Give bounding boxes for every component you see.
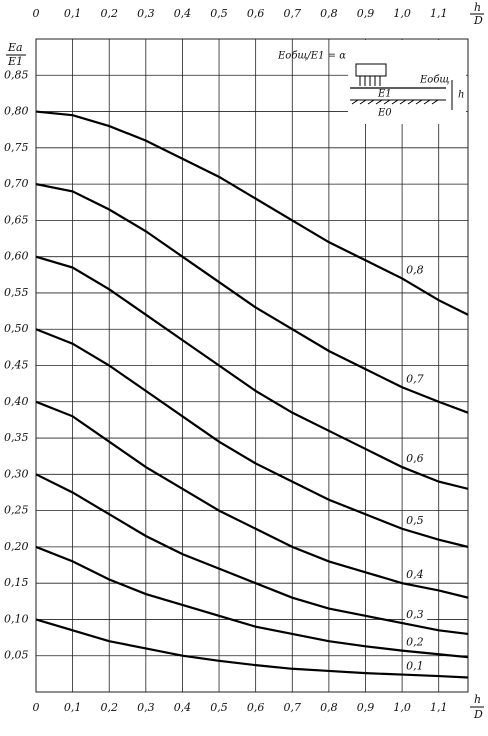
curve-label: 0,4 xyxy=(406,568,424,581)
y-tick-label: 0,35 xyxy=(4,431,29,444)
x-tick-label: 0,4 xyxy=(174,701,192,714)
curve-label: 0,2 xyxy=(406,636,424,649)
curve-label-bg xyxy=(405,635,428,649)
y-tick-label: 0,80 xyxy=(4,105,29,118)
x-label-bottom-num: h xyxy=(474,693,481,706)
x-tick-label: 0,2 xyxy=(100,701,118,714)
inset-h: h xyxy=(458,90,464,101)
curve-label: 0,1 xyxy=(406,660,424,673)
curve-label: 0,5 xyxy=(406,514,424,527)
labels: 0 0 0,1 0,1 0,2 0,2 0,3 0,3 0,4 0,4 0,5 0,5 0,6 0,6 0,… xyxy=(4,7,447,714)
curve xyxy=(36,618,468,679)
legend-formula: Eобщ/E1 = α xyxy=(277,51,346,62)
y-tick-label: 0,30 xyxy=(4,467,29,480)
curve-label: 0,8 xyxy=(406,263,424,276)
y-tick-label: 0,65 xyxy=(4,213,29,226)
x-tick-label: 1,0 xyxy=(393,701,411,714)
y-tick-label: 0,75 xyxy=(4,141,29,154)
y-tick-label: 0,45 xyxy=(4,359,29,372)
x-tick-label-top: 0,8 xyxy=(320,7,338,20)
x-tick-label-top: 0 xyxy=(33,7,40,20)
curve xyxy=(36,183,468,414)
inset-e1: E1 xyxy=(377,89,392,100)
y-tick-label: 0,70 xyxy=(4,177,29,190)
x-tick-label: 0,6 xyxy=(247,701,265,714)
x-tick-label-top: 0,9 xyxy=(357,7,375,20)
x-tick-label-top: 0,6 xyxy=(247,7,265,20)
x-tick-label: 0 xyxy=(33,701,40,714)
curve xyxy=(36,473,468,636)
x-tick-label-top: 1,0 xyxy=(393,7,411,20)
x-tick-label: 0,5 xyxy=(210,701,228,714)
load-arrows xyxy=(359,76,381,86)
hatch xyxy=(351,99,439,105)
curve-label: 0,7 xyxy=(406,372,424,385)
curve-label: 0,3 xyxy=(406,608,424,621)
grid xyxy=(35,38,469,693)
x-tick-label-top: 0,2 xyxy=(100,7,118,20)
y-tick-label: 0,85 xyxy=(4,68,29,81)
x-tick-label-top: 0,7 xyxy=(284,7,302,20)
curve xyxy=(36,545,468,659)
inset-e0: E0 xyxy=(377,108,392,119)
y-tick-label: 0,25 xyxy=(4,504,29,517)
curve-label-bg xyxy=(405,659,428,673)
x-tick-label-top: 0,4 xyxy=(174,7,192,20)
curve-label-bg xyxy=(405,608,428,622)
y-tick-label: 0,20 xyxy=(4,540,29,553)
x-tick-label-top: 0,3 xyxy=(137,7,155,20)
x-label-top-num: h xyxy=(474,1,481,14)
y-tick-label: 0,40 xyxy=(4,395,29,408)
curve-label: 0,6 xyxy=(406,452,424,465)
y-tick-label: 0,55 xyxy=(4,286,29,299)
x-tick-label: 0,8 xyxy=(320,701,338,714)
y-tick-label: 0,50 xyxy=(4,322,29,335)
x-tick-label: 0,9 xyxy=(357,701,375,714)
y-label-bottom: E1 xyxy=(7,55,23,68)
inset-e-total: Eобщ xyxy=(419,75,449,86)
y-label-top: Eа xyxy=(7,41,23,54)
y-tick-label: 0,60 xyxy=(4,250,29,263)
curve-label-bg xyxy=(405,263,428,277)
x-tick-label: 1,1 xyxy=(430,701,448,714)
x-label-top-den: D xyxy=(473,14,483,27)
inset-bg xyxy=(348,40,466,124)
y-tick-label: 0,10 xyxy=(4,612,29,625)
x-tick-label: 0,1 xyxy=(64,701,82,714)
x-tick-label: 0,3 xyxy=(137,701,155,714)
curve xyxy=(36,255,468,490)
x-tick-label-top: 0,5 xyxy=(210,7,228,20)
x-label-bottom-den: D xyxy=(473,708,483,721)
curve-label-bg xyxy=(405,452,428,466)
curves xyxy=(36,110,468,679)
curve-label-bg xyxy=(405,372,428,386)
load-plate xyxy=(355,63,387,77)
x-tick-label-top: 0,1 xyxy=(64,7,82,20)
curve-label-bg xyxy=(405,568,428,582)
y-tick-label: 0,05 xyxy=(4,649,29,662)
curve-label-bg xyxy=(405,513,428,527)
y-tick-label: 0,15 xyxy=(4,576,29,589)
curve xyxy=(36,400,468,599)
inset: Eобщ h E1 E0 xyxy=(348,40,466,124)
x-tick-label-top: 1,1 xyxy=(430,7,448,20)
curve xyxy=(36,328,468,548)
x-tick-label: 0,7 xyxy=(284,701,302,714)
curve xyxy=(36,110,468,316)
